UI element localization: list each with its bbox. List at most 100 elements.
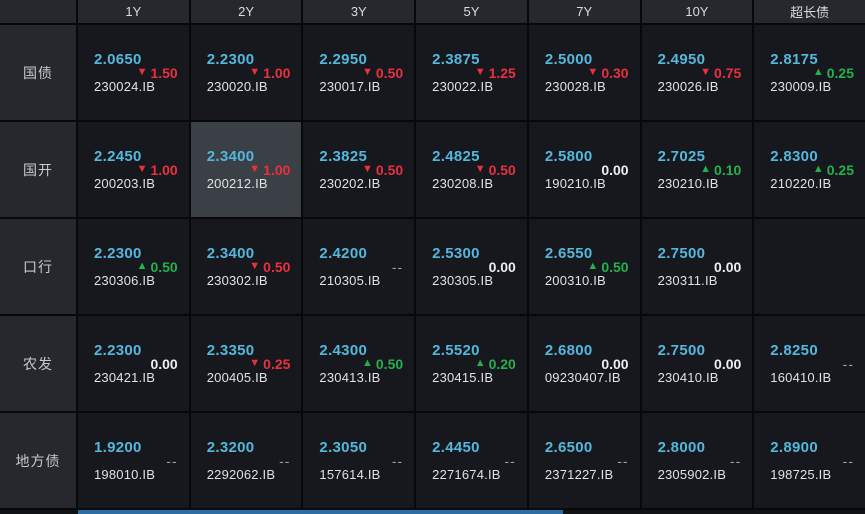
change-value: 0.00 <box>601 162 628 178</box>
bond-code: 230305.IB <box>432 273 494 288</box>
change-number: 0.00 <box>488 258 516 275</box>
quote-cell-3-6[interactable]: 2.7500 230311.IB 0.00 <box>641 219 753 314</box>
down-arrow-icon: ▼ <box>362 163 373 175</box>
quote-cell-5-5[interactable]: 2.6500 2371227.IB -- <box>528 413 640 508</box>
quote-cell-2-3[interactable]: 2.3825 230202.IB ▼ 0.50 <box>303 122 415 217</box>
down-arrow-icon: ▼ <box>136 66 148 78</box>
quote-cell-3-5[interactable]: 2.6550 200310.IB ▲ 0.50 <box>528 219 640 314</box>
quote-cell-2-6[interactable]: 2.7025 230210.IB ▲ 0.10 <box>641 122 753 217</box>
quote-cell-1-5[interactable]: 2.5000 230028.IB ▼ 0.30 <box>528 25 640 120</box>
quote-cell-2-7[interactable]: 2.8300 210220.IB ▲ 0.25 <box>754 122 865 217</box>
yield-value: 2.5520 <box>432 342 480 359</box>
quote-cell-5-1[interactable]: 1.9200 198010.IB -- <box>78 413 189 508</box>
quote-cell-left: 2.8900 198725.IB <box>770 439 842 482</box>
quote-cell-4-1[interactable]: 2.2300 230421.IB 0.00 <box>78 316 189 411</box>
quote-cell-4-2[interactable]: 2.3350 200405.IB ▼ 0.25 <box>190 316 302 411</box>
change-number: 1.00 <box>150 161 178 178</box>
change-number: -- <box>166 452 178 469</box>
quote-cell-1-2[interactable]: 2.2300 230020.IB ▼ 1.00 <box>190 25 302 120</box>
quote-cell-1-4[interactable]: 2.3875 230022.IB ▼ 1.25 <box>416 25 527 120</box>
quote-cell-4-3[interactable]: 2.4300 230413.IB ▲ 0.50 <box>303 316 415 411</box>
change-value: ▼ 1.00 <box>249 162 290 178</box>
quote-cell-3-3[interactable]: 2.4200 210305.IB -- <box>303 219 415 314</box>
quote-cell-5-3[interactable]: 2.3050 157614.IB -- <box>303 413 415 508</box>
quote-cell-left: 2.4825 230208.IB <box>432 148 494 191</box>
yield-value: 2.2950 <box>319 51 368 68</box>
quote-cell-3-1[interactable]: 2.2300 230306.IB ▲ 0.50 <box>78 219 189 314</box>
quote-cell-left: 2.3400 200212.IB <box>207 148 268 191</box>
bond-code: 2271674.IB <box>432 467 501 482</box>
corner-cell <box>0 0 76 23</box>
change-value: ▼ 0.50 <box>362 65 403 81</box>
quote-cell-1-3[interactable]: 2.2950 230017.IB ▼ 0.50 <box>303 25 415 120</box>
quote-cell-1-7[interactable]: 2.8175 230009.IB ▲ 0.25 <box>754 25 865 120</box>
quote-cell-3-7[interactable] <box>754 219 865 314</box>
change-value: ▼ 1.50 <box>137 65 178 81</box>
yield-value: 2.5300 <box>432 245 480 262</box>
yield-value: 2.2300 <box>206 51 255 68</box>
row-label-4: 农发 <box>0 316 76 411</box>
quote-cell-4-6[interactable]: 2.7500 230410.IB 0.00 <box>641 316 753 411</box>
quote-cell-5-7[interactable]: 2.8900 198725.IB -- <box>754 413 865 508</box>
change-value: ▲ 0.50 <box>137 259 178 275</box>
quote-cell-4-5[interactable]: 2.6800 09230407.IB 0.00 <box>528 316 640 411</box>
quote-cell-left: 2.8250 160410.IB <box>770 342 842 385</box>
change-value: ▼ 0.50 <box>249 259 290 275</box>
bond-code: 210305.IB <box>319 273 381 288</box>
quote-cell-3-4[interactable]: 2.5300 230305.IB 0.00 <box>416 219 527 314</box>
quote-cell-2-4[interactable]: 2.4825 230208.IB ▼ 0.50 <box>416 122 527 217</box>
horizontal-scrollbar-track <box>0 510 865 514</box>
change-number: 0.50 <box>150 258 178 275</box>
yield-value: 2.3875 <box>432 51 480 68</box>
quote-cell-5-2[interactable]: 2.3200 2292062.IB -- <box>190 413 302 508</box>
bond-code: 2292062.IB <box>206 467 276 482</box>
bond-code: 198010.IB <box>94 467 156 482</box>
up-arrow-icon: ▲ <box>362 357 373 369</box>
change-number: 0.50 <box>375 161 404 178</box>
change-number: -- <box>391 258 404 275</box>
change-value: ▼ 1.00 <box>249 65 290 81</box>
quote-cell-5-4[interactable]: 2.4450 2271674.IB -- <box>416 413 527 508</box>
yield-value: 2.3050 <box>319 439 368 456</box>
change-number: -- <box>729 452 742 469</box>
quote-cell-left: 2.3825 230202.IB <box>319 148 380 191</box>
quote-cell-1-6[interactable]: 2.4950 230026.IB ▼ 0.75 <box>641 25 753 120</box>
change-number: -- <box>617 452 629 469</box>
yield-value: 2.3200 <box>206 439 255 456</box>
yield-value: 2.8175 <box>770 51 818 68</box>
bond-code: 230302.IB <box>206 273 268 288</box>
quote-cell-5-6[interactable]: 2.8000 2305902.IB -- <box>641 413 753 508</box>
change-value: ▼ 0.50 <box>475 162 516 178</box>
quote-cell-left: 2.2300 230421.IB <box>94 342 155 385</box>
down-arrow-icon: ▼ <box>700 66 712 78</box>
quote-cell-3-2[interactable]: 2.3400 230302.IB ▼ 0.50 <box>190 219 302 314</box>
change-value: -- <box>392 453 403 469</box>
yield-value: 2.2300 <box>94 342 142 359</box>
yield-value: 2.8250 <box>770 342 818 359</box>
row-label-2: 国开 <box>0 122 76 217</box>
down-arrow-icon: ▼ <box>474 163 486 175</box>
yield-value: 2.5000 <box>544 51 593 68</box>
quote-cell-left: 2.6550 200310.IB <box>545 245 606 288</box>
quote-cell-left: 2.5800 190210.IB <box>545 148 606 191</box>
bond-code: 2305902.IB <box>657 467 727 482</box>
bond-code: 230413.IB <box>319 370 381 385</box>
bond-code: 230311.IB <box>657 273 718 288</box>
quote-cell-1-1[interactable]: 2.0650 230024.IB ▼ 1.50 <box>78 25 189 120</box>
quote-cell-left: 2.2450 200203.IB <box>94 148 155 191</box>
change-number: -- <box>842 355 854 372</box>
quote-cell-left: 2.3875 230022.IB <box>432 51 493 94</box>
quote-cell-4-4[interactable]: 2.5520 230415.IB ▲ 0.20 <box>416 316 527 411</box>
yield-value: 2.2450 <box>94 148 142 165</box>
yield-value: 2.4825 <box>432 148 480 165</box>
quote-cell-2-5[interactable]: 2.5800 190210.IB 0.00 <box>528 122 640 217</box>
quote-cell-4-7[interactable]: 2.8250 160410.IB -- <box>754 316 865 411</box>
yield-value: 2.7025 <box>657 148 706 165</box>
quote-cell-2-1[interactable]: 2.2450 200203.IB ▼ 1.00 <box>78 122 189 217</box>
quote-cell-left: 2.4300 230413.IB <box>319 342 381 385</box>
horizontal-scrollbar-thumb[interactable] <box>78 510 563 514</box>
quote-cell-left: 2.8300 210220.IB <box>770 148 831 191</box>
quote-cell-2-2[interactable]: 2.3400 200212.IB ▼ 1.00 <box>190 122 302 217</box>
yield-value: 2.8900 <box>770 439 818 456</box>
bond-code: 230208.IB <box>432 176 494 191</box>
